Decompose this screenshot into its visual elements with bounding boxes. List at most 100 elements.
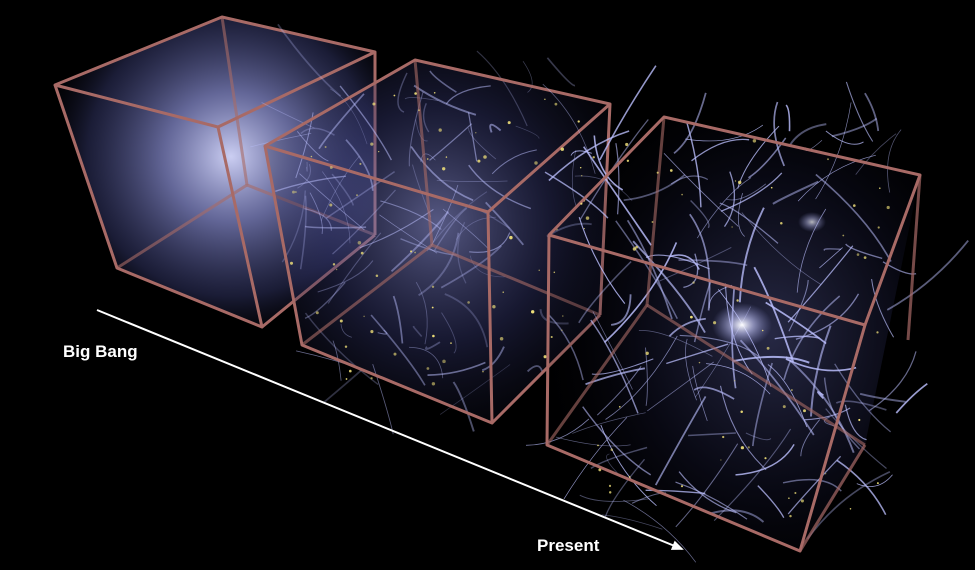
filament xyxy=(468,127,497,160)
filament xyxy=(713,428,792,522)
filament xyxy=(864,92,880,132)
filament xyxy=(397,72,408,113)
filament xyxy=(485,201,525,246)
filament xyxy=(563,417,628,500)
filament xyxy=(325,170,396,219)
galaxy-speck xyxy=(292,190,295,194)
filament xyxy=(631,492,667,504)
galaxy-speck xyxy=(852,204,856,207)
galaxy-speck xyxy=(580,202,583,205)
filament xyxy=(377,329,388,335)
galaxy-speck xyxy=(803,409,806,413)
filament xyxy=(329,88,368,145)
galaxy-speck xyxy=(544,98,546,100)
galaxy-speck xyxy=(635,245,638,249)
galaxy-speck xyxy=(507,121,511,125)
galaxy-speck xyxy=(370,142,374,146)
filament xyxy=(452,381,475,432)
filament xyxy=(408,346,444,379)
filament xyxy=(404,97,439,102)
filament xyxy=(663,153,739,227)
galaxy-speck xyxy=(782,405,786,409)
filament xyxy=(582,146,652,246)
filament xyxy=(800,419,821,457)
galaxy-speck xyxy=(747,446,750,449)
filament xyxy=(275,175,346,192)
galaxy-speck xyxy=(332,263,336,266)
filament xyxy=(525,418,590,446)
galaxy-speck xyxy=(827,158,829,161)
filament xyxy=(592,311,633,390)
galaxy-speck xyxy=(737,180,742,185)
filament xyxy=(445,85,491,105)
galaxy-speck xyxy=(681,193,683,196)
filament xyxy=(785,104,791,132)
galaxy-speck xyxy=(431,285,435,289)
filament xyxy=(765,301,827,345)
filament xyxy=(825,130,864,145)
galaxy-speck xyxy=(378,150,380,153)
filament xyxy=(675,481,748,520)
filament xyxy=(739,339,815,436)
filament xyxy=(433,207,468,251)
galaxy-speck xyxy=(577,120,580,123)
cube-present-edges xyxy=(545,115,922,553)
filament xyxy=(823,248,842,251)
filament xyxy=(491,149,537,175)
filament xyxy=(868,351,917,412)
galaxy-speck xyxy=(370,330,374,334)
galaxy-speck xyxy=(876,482,879,485)
galaxy-speck xyxy=(426,158,429,160)
cube-present-filaments xyxy=(525,65,969,563)
galaxy-speck xyxy=(656,171,659,174)
filament xyxy=(815,102,852,200)
cube-present-cluster xyxy=(712,303,772,347)
filament xyxy=(685,124,764,142)
filament xyxy=(738,207,765,303)
filament xyxy=(632,240,706,334)
filament xyxy=(359,208,434,249)
galaxy-speck xyxy=(393,352,397,356)
galaxy-speck xyxy=(886,205,890,210)
cube-middle-matter xyxy=(265,60,610,423)
filament xyxy=(431,184,459,246)
galaxy-speck xyxy=(499,337,504,341)
galaxy-speck xyxy=(492,305,496,309)
galaxy-speck xyxy=(722,435,725,439)
galaxy-speck xyxy=(824,473,827,475)
filament xyxy=(647,361,714,412)
filament xyxy=(476,50,528,127)
filament xyxy=(299,173,365,231)
galaxy-speck xyxy=(608,491,612,494)
galaxy-speck xyxy=(431,382,436,386)
filament xyxy=(835,400,887,411)
filament xyxy=(735,444,795,476)
cube-present xyxy=(525,65,969,563)
galaxy-speck xyxy=(295,191,297,193)
filament xyxy=(481,346,505,372)
galaxy-speck xyxy=(752,139,757,143)
big-bang-label: Big Bang xyxy=(63,342,138,361)
filament xyxy=(831,117,878,138)
filament xyxy=(887,129,902,193)
galaxy-speck xyxy=(740,410,743,413)
filament xyxy=(322,171,351,244)
filament xyxy=(392,295,404,344)
galaxy-speck xyxy=(876,331,879,334)
galaxy-speck xyxy=(680,485,684,488)
galaxy-speck xyxy=(335,268,338,271)
filament xyxy=(706,363,771,395)
galaxy-speck xyxy=(842,234,845,237)
filament xyxy=(332,189,396,255)
galaxy-speck xyxy=(363,315,365,318)
filament xyxy=(819,247,843,269)
galaxy-speck xyxy=(579,166,582,169)
galaxy-speck xyxy=(770,186,773,189)
filament xyxy=(675,443,739,528)
filament xyxy=(685,338,697,401)
galaxy-speck xyxy=(410,250,413,253)
filament xyxy=(591,358,654,375)
filament xyxy=(815,173,892,262)
filament xyxy=(688,432,736,437)
filament xyxy=(582,406,652,476)
